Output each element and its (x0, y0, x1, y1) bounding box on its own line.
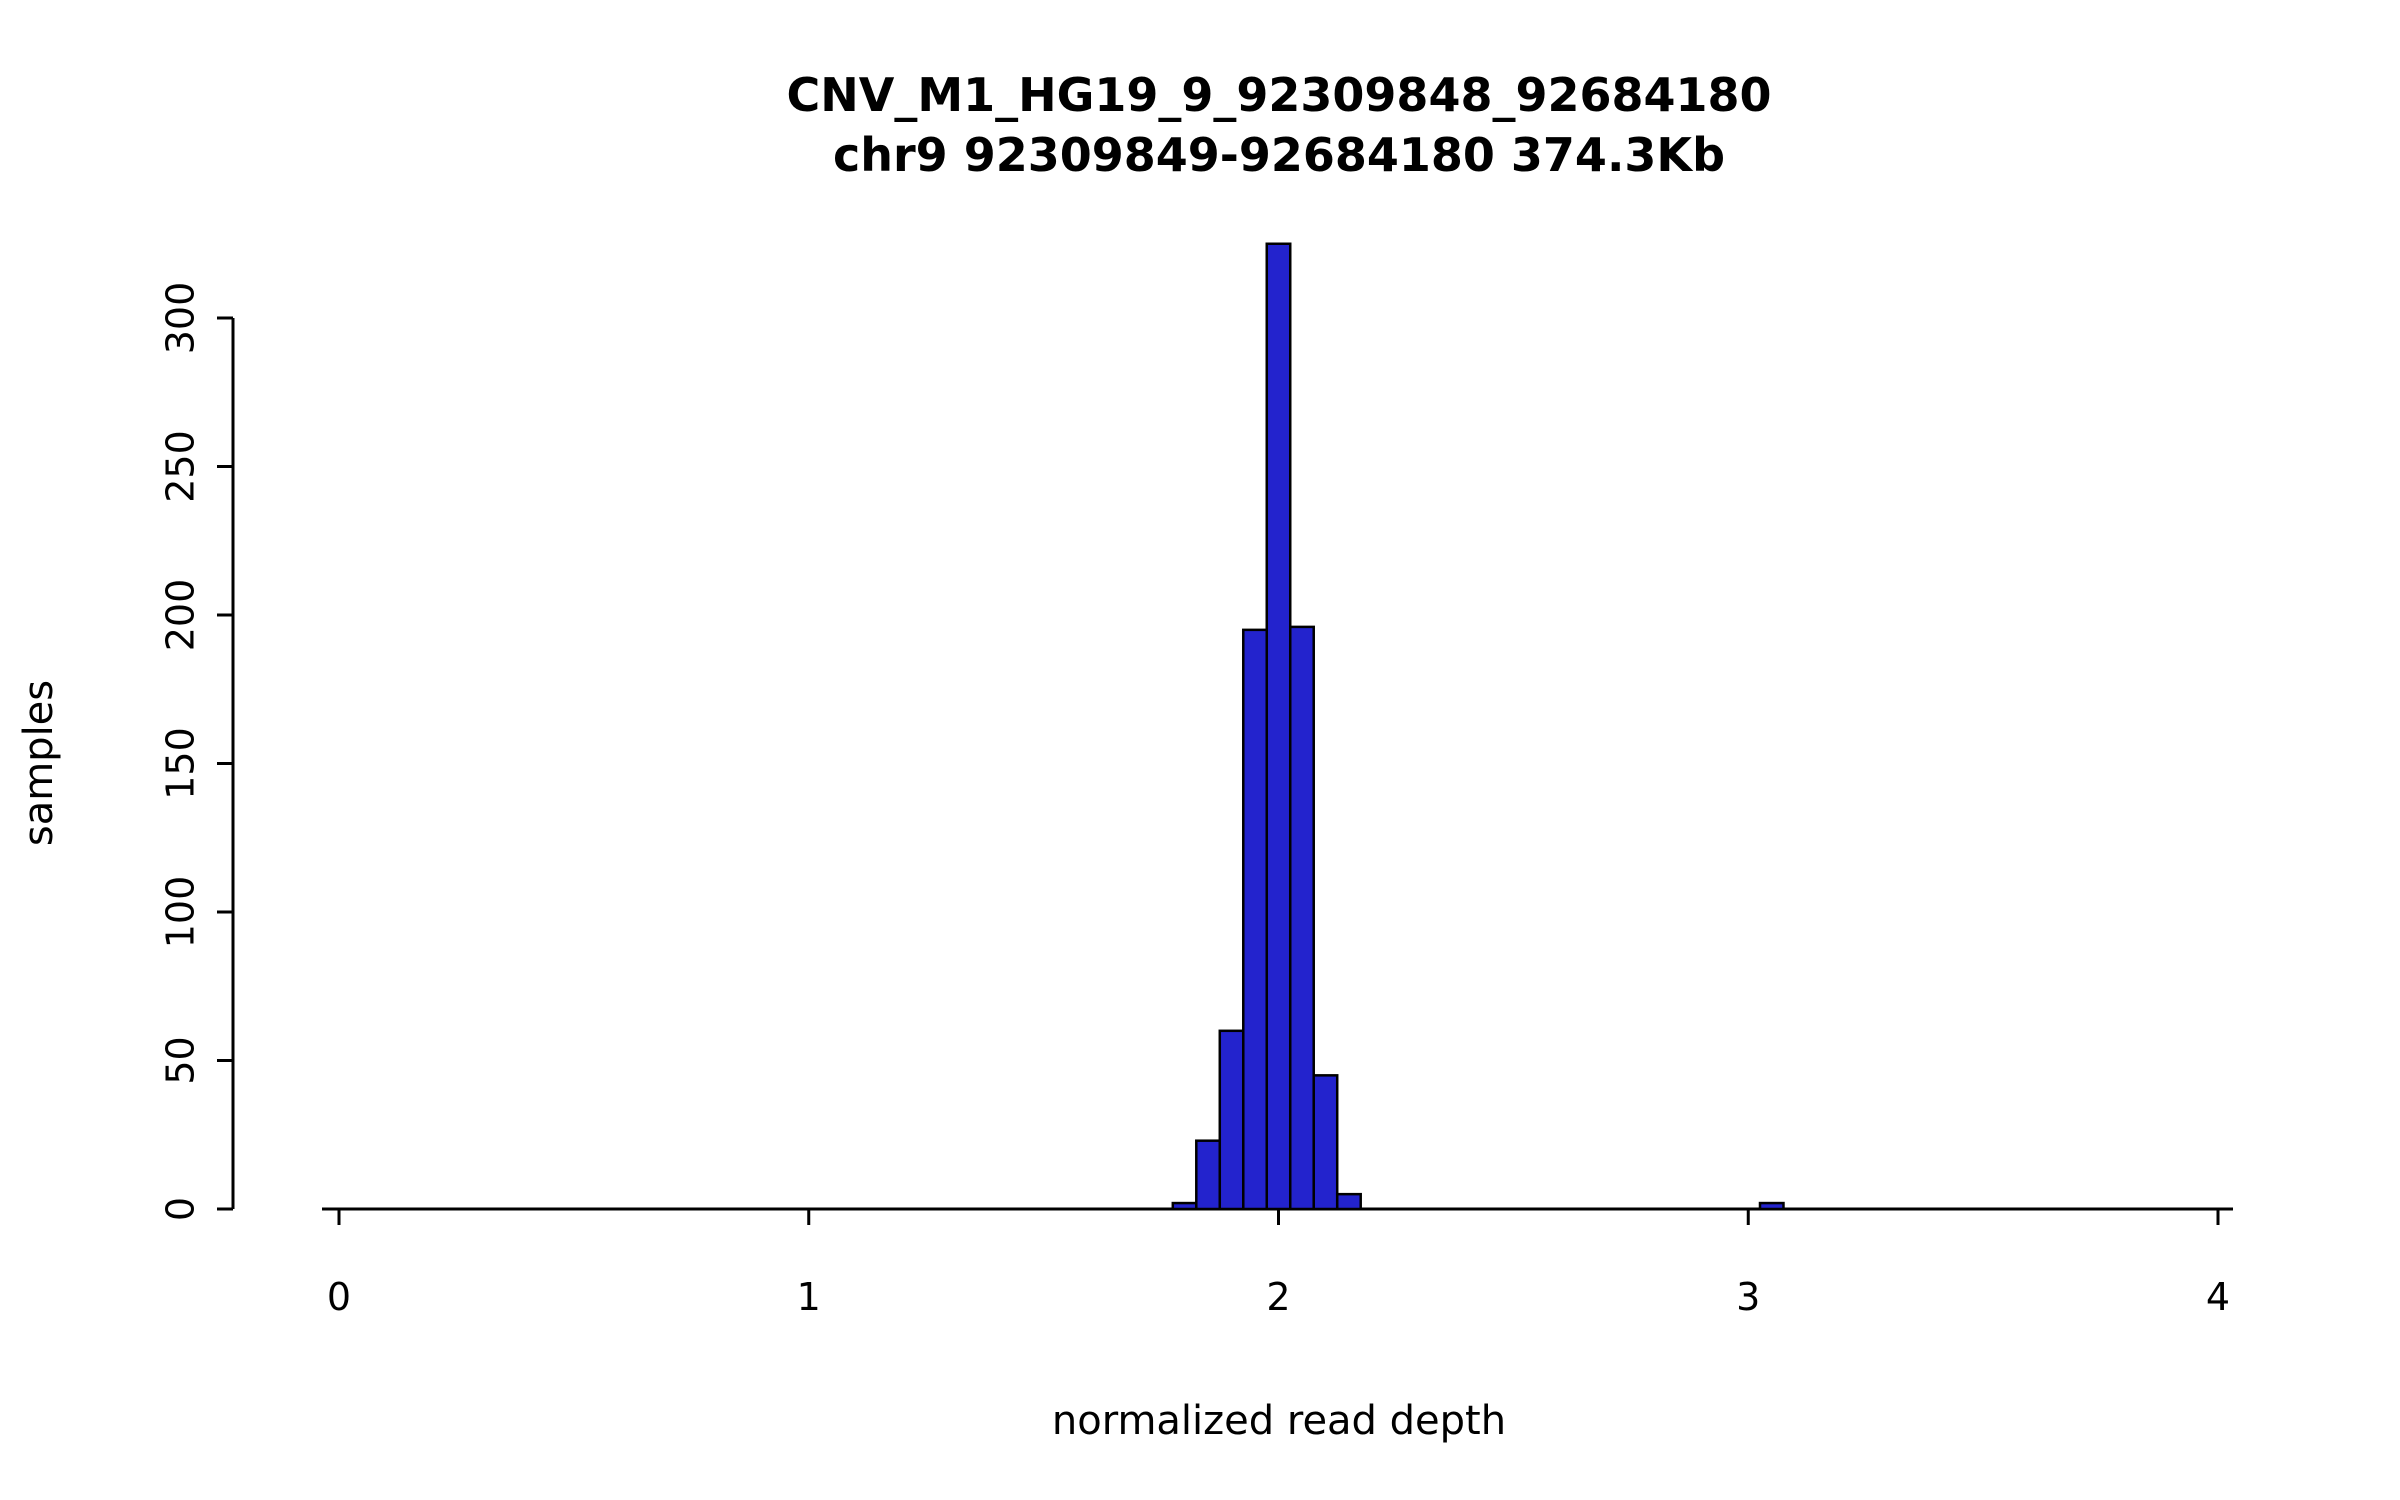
x-tick-label: 4 (2206, 1275, 2230, 1319)
chart-title: CNV_M1_HG19_9_92309848_92684180 (786, 68, 1772, 122)
x-tick-label: 2 (1266, 1275, 1290, 1319)
y-tick-label: 100 (159, 876, 203, 949)
histogram-bar (1242, 628, 1269, 1211)
x-axis-title: normalized read depth (1051, 1398, 1507, 1444)
histogram-bar (1758, 1201, 1785, 1211)
x-axis: 0 1 2 3 4 (322, 1207, 2233, 1319)
histogram-bar (1218, 1029, 1245, 1211)
y-tick-label: 150 (159, 727, 203, 800)
x-tick-label: 3 (1736, 1275, 1760, 1319)
histogram-bar (1335, 1192, 1362, 1211)
histogram-bar (1288, 625, 1315, 1211)
histogram-bar (1312, 1074, 1339, 1211)
y-tick-label: 200 (159, 579, 203, 652)
x-tick-label: 0 (327, 1275, 351, 1319)
x-tick-label: 1 (797, 1275, 821, 1319)
histogram-bar (1195, 1139, 1222, 1211)
chart-subtitle: chr9 92309849-92684180 374.3Kb (832, 128, 1725, 182)
bars-group (1171, 242, 1785, 1211)
y-tick-label: 50 (159, 1036, 203, 1084)
y-tick-label: 300 (159, 282, 203, 355)
histogram-bar (1171, 1201, 1198, 1211)
y-tick-label: 250 (159, 430, 203, 503)
y-axis: 0 50 100 150 200 250 300 (159, 282, 235, 1221)
histogram-bar (1265, 242, 1292, 1211)
y-tick-label: 0 (159, 1197, 203, 1221)
